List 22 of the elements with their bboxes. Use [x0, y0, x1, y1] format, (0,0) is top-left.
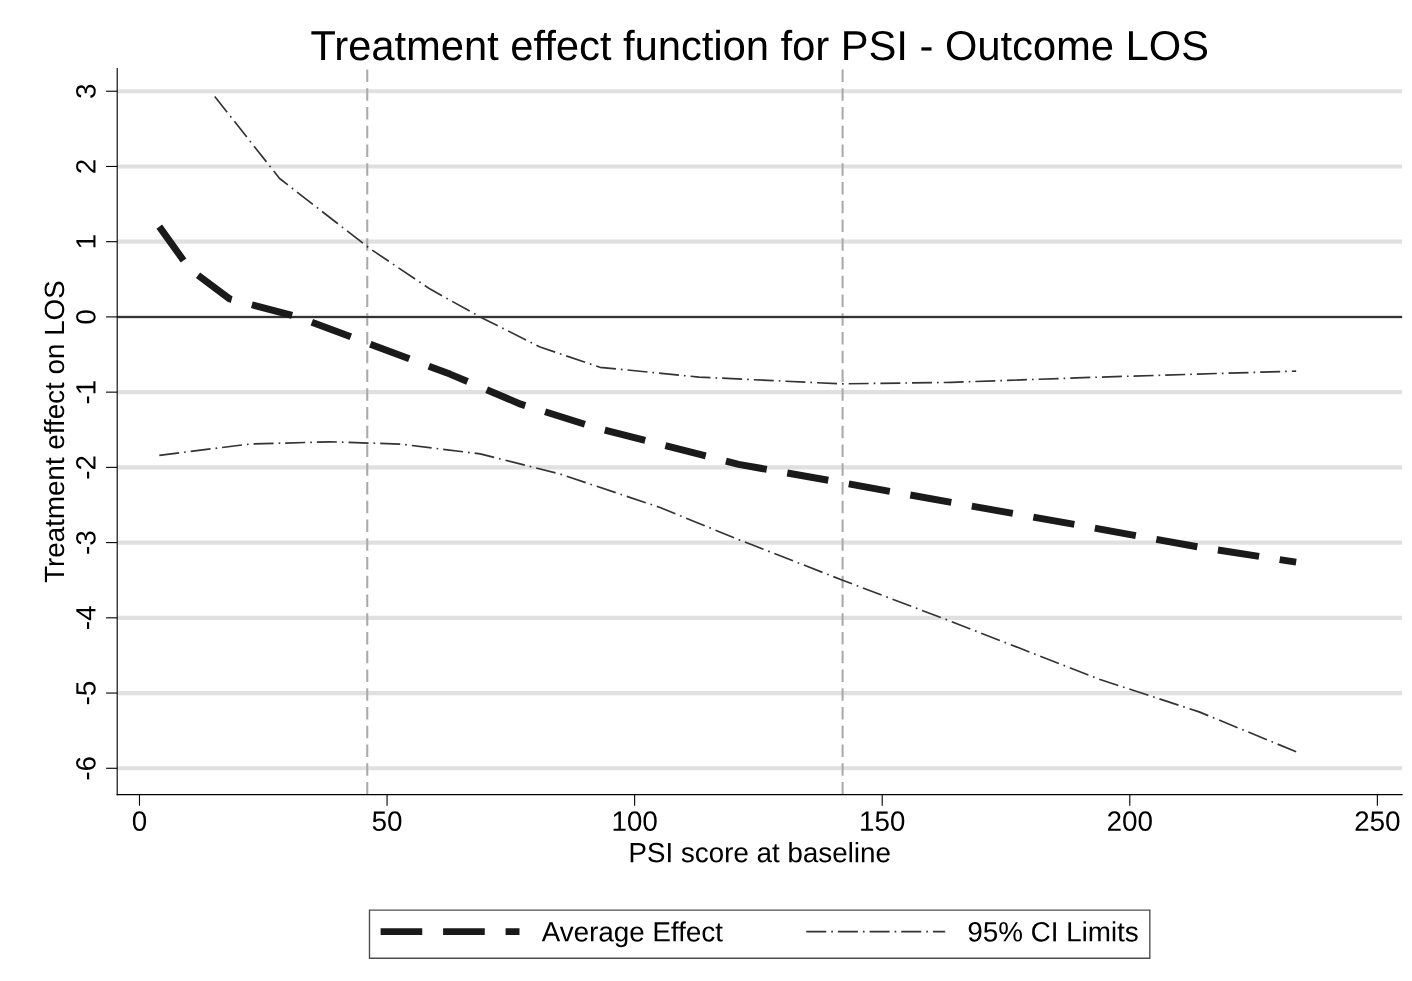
y-tick-label: -2	[76, 456, 96, 479]
x-axis-title: PSI score at baseline	[630, 842, 890, 863]
x-tick-label: 150	[861, 811, 905, 831]
y-axis-title: Treatment effect on LOS	[43, 281, 65, 583]
line-series	[158, 440, 1297, 753]
y-tick-label: -5	[76, 681, 96, 705]
legend-label: 95% CI Limits	[968, 921, 1138, 942]
x-tick-label: 100	[613, 811, 657, 831]
x-tick-label: 200	[1108, 811, 1152, 831]
x-tick-label: 0	[132, 811, 147, 831]
x-tick-label: 50	[372, 811, 402, 831]
y-tick-label: 2	[76, 160, 96, 173]
y-tick-label: 1	[76, 235, 96, 248]
y-tick-label: -4	[76, 606, 96, 629]
x-tick-label: 250	[1355, 811, 1400, 831]
y-tick-label: -3	[76, 531, 96, 554]
y-tick-label: 0	[76, 310, 96, 324]
y-tick-label: -6	[76, 757, 96, 780]
legend-label: Average Effect	[541, 921, 723, 948]
y-tick-label: 3	[76, 84, 96, 98]
chart-title: Treatment effect function for PSI - Outcome LOS	[311, 29, 1208, 61]
y-tick-label: -1	[76, 381, 96, 404]
